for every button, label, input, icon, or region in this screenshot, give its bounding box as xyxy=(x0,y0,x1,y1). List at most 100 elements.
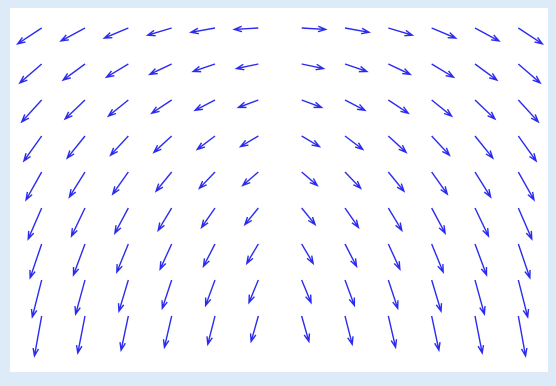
arrow xyxy=(301,99,324,109)
arrow xyxy=(116,243,129,274)
arrow xyxy=(202,243,216,269)
arrow xyxy=(517,315,528,358)
arrow xyxy=(387,207,403,233)
arrow xyxy=(344,243,358,269)
arrow xyxy=(517,27,545,45)
arrow xyxy=(301,279,312,305)
arrow xyxy=(474,63,499,82)
arrow xyxy=(517,279,530,319)
arrow xyxy=(387,171,406,193)
arrow xyxy=(301,207,317,227)
arrow xyxy=(29,243,43,280)
arrow xyxy=(204,279,216,308)
arrow xyxy=(232,25,259,33)
arrow xyxy=(59,27,86,42)
arrow xyxy=(234,63,259,71)
arrow xyxy=(387,243,401,272)
arrow xyxy=(344,135,365,151)
arrow xyxy=(18,63,43,85)
arrow xyxy=(113,207,129,236)
arrow xyxy=(344,99,367,112)
arrow xyxy=(188,27,216,35)
arrow xyxy=(301,135,322,148)
arrow xyxy=(474,207,490,238)
arrow xyxy=(61,63,86,82)
arrow xyxy=(162,315,173,350)
arrow xyxy=(119,315,130,353)
arrow xyxy=(15,27,43,45)
arrow xyxy=(430,315,441,353)
arrow xyxy=(150,99,173,115)
arrow xyxy=(245,243,259,266)
arrow xyxy=(152,135,173,154)
arrow xyxy=(344,27,372,35)
arrow xyxy=(387,315,398,350)
arrow xyxy=(474,27,501,42)
arrow xyxy=(20,99,43,124)
arrow xyxy=(474,243,488,277)
arrow xyxy=(241,171,259,187)
arrow xyxy=(474,315,485,355)
arrow xyxy=(431,27,458,39)
arrow xyxy=(243,207,259,227)
arrow xyxy=(249,315,260,344)
arrow xyxy=(238,135,259,148)
arrow xyxy=(30,279,43,319)
arrow xyxy=(517,99,540,124)
arrow xyxy=(300,315,311,344)
arrow xyxy=(301,243,315,266)
arrow xyxy=(159,243,173,272)
arrow xyxy=(344,315,354,347)
arrow xyxy=(344,63,369,73)
arrow xyxy=(431,99,454,118)
arrow xyxy=(431,135,451,157)
arrow xyxy=(65,135,86,160)
arrow xyxy=(474,279,486,317)
arrow xyxy=(431,171,449,196)
arrow xyxy=(344,279,356,308)
arrow xyxy=(431,243,444,274)
arrow xyxy=(104,63,129,79)
arrow xyxy=(517,171,535,202)
arrow xyxy=(206,315,216,347)
plot-area xyxy=(10,8,548,372)
arrow xyxy=(387,279,399,311)
arrow xyxy=(200,207,216,230)
arrow xyxy=(517,63,542,85)
arrow xyxy=(387,135,408,154)
arrow xyxy=(75,315,86,355)
arrow xyxy=(344,171,363,190)
arrow xyxy=(70,207,86,238)
arrow xyxy=(147,63,172,76)
arrow xyxy=(193,99,216,112)
arrow xyxy=(517,207,533,241)
arrow xyxy=(154,171,173,193)
arrow xyxy=(68,171,86,199)
arrow xyxy=(102,27,129,39)
arrow xyxy=(474,99,497,121)
arrow xyxy=(22,135,43,163)
arrow xyxy=(195,135,216,151)
arrow xyxy=(301,25,328,33)
arrow xyxy=(63,99,86,121)
arrow xyxy=(109,135,129,157)
arrow xyxy=(517,243,531,280)
arrow xyxy=(145,27,172,37)
arrow xyxy=(431,207,447,236)
arrow xyxy=(27,207,43,241)
arrow xyxy=(25,171,43,202)
arrow xyxy=(387,99,410,115)
arrow xyxy=(248,279,259,305)
arrow xyxy=(106,99,129,118)
arrow xyxy=(236,99,259,109)
arrow xyxy=(32,315,43,358)
arrow xyxy=(74,279,86,317)
arrow xyxy=(388,27,415,37)
arrow xyxy=(111,171,129,196)
arrow xyxy=(197,171,216,190)
arrow xyxy=(72,243,86,277)
arrow xyxy=(301,63,326,71)
arrow xyxy=(117,279,130,314)
